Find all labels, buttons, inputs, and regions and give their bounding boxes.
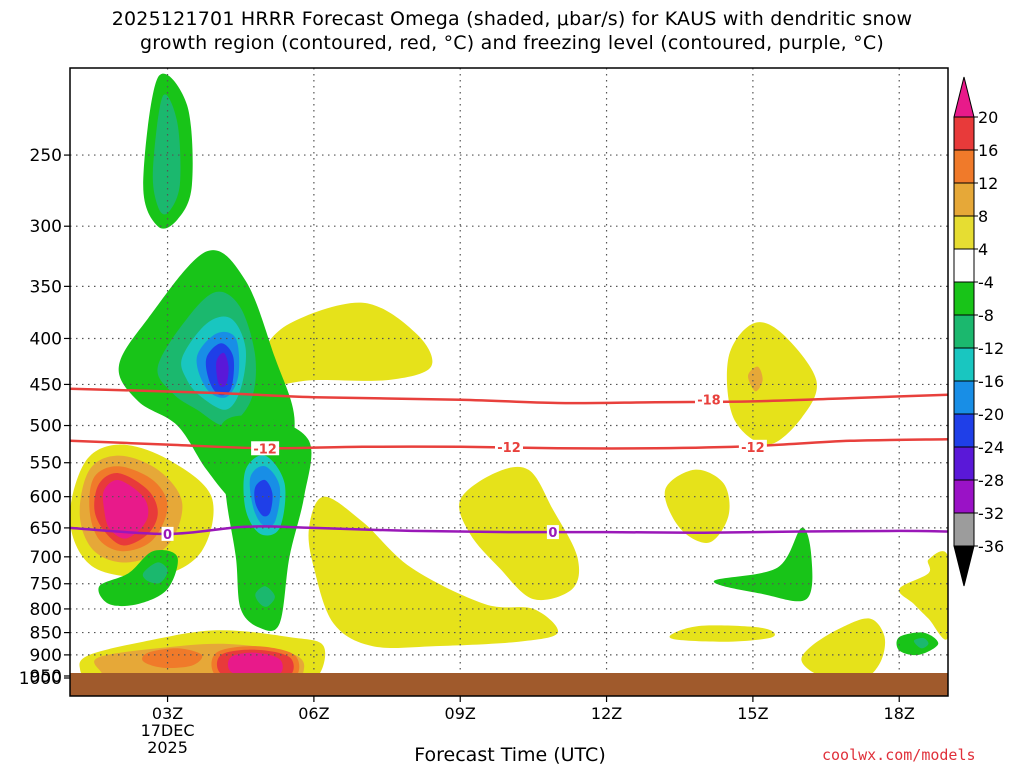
contour-label-bg-3 bbox=[738, 439, 767, 454]
omega-region-positive-7 bbox=[142, 648, 203, 668]
omega-region-negative-35 bbox=[713, 527, 813, 602]
y-tick-label-950: 950 bbox=[30, 667, 62, 687]
y-axis: 2503003504004505005506006507007508008509… bbox=[19, 146, 70, 689]
colorbar-segment-7 bbox=[953, 347, 975, 382]
chart-title-line-1: 2025121701 HRRR Forecast Omega (shaded, … bbox=[111, 8, 913, 30]
omega-region-positive-13 bbox=[459, 466, 580, 601]
y-tick-label-850: 850 bbox=[30, 624, 62, 644]
omega-region-positive-10 bbox=[227, 652, 283, 679]
colorbar-segment-10 bbox=[953, 446, 975, 481]
colorbar-bottom-triangle bbox=[953, 545, 975, 587]
colorbar-label-10: -24 bbox=[978, 438, 1004, 457]
omega-region-positive-17 bbox=[669, 625, 775, 642]
credit-link[interactable]: coolwx.com/models bbox=[822, 746, 976, 764]
colorbar-label-3: 8 bbox=[978, 207, 988, 226]
contour-label-bg-1 bbox=[251, 441, 280, 456]
colorbar-segment-9 bbox=[953, 413, 975, 448]
y-tick-label-650: 650 bbox=[30, 519, 62, 539]
colorbar-label-8: -16 bbox=[978, 372, 1004, 391]
omega-region-negative-32 bbox=[255, 586, 275, 607]
colorbar-label-5: -4 bbox=[978, 273, 994, 292]
omega-region-positive-15 bbox=[726, 322, 817, 445]
colorbar-label-13: -36 bbox=[978, 537, 1004, 556]
x-tick-sublabel-03Z-1: 2025 bbox=[147, 738, 188, 757]
colorbar-segment-1 bbox=[953, 149, 975, 184]
colorbar-top-triangle bbox=[953, 76, 975, 118]
colorbar-segment-2 bbox=[953, 182, 975, 217]
y-tick-label-550: 550 bbox=[30, 454, 62, 474]
omega-region-negative-34 bbox=[142, 562, 168, 584]
colorbar-segment-3 bbox=[953, 215, 975, 250]
colorbar-segment-0 bbox=[953, 116, 975, 151]
colorbar-label-11: -28 bbox=[978, 471, 1004, 490]
x-tick-label-12Z: 12Z bbox=[591, 704, 622, 723]
omega-region-positive-16 bbox=[747, 366, 763, 392]
y-tick-label-450: 450 bbox=[30, 375, 62, 395]
chart-title-line-2: growth region (contoured, red, °C) and f… bbox=[140, 32, 884, 54]
x-tick-label-03Z: 03Z bbox=[152, 704, 183, 723]
contour-line-0-2 bbox=[70, 525, 948, 536]
omega-region-negative-27 bbox=[216, 352, 229, 387]
contour-line-m18-0 bbox=[70, 387, 948, 405]
colorbar-segment-6 bbox=[953, 314, 975, 349]
omega-region-positive-18 bbox=[801, 618, 886, 681]
y-tick-label-500: 500 bbox=[30, 417, 62, 437]
contour-label-bg-4 bbox=[161, 526, 174, 541]
x-tick-sublabel-03Z-0: 17DEC bbox=[141, 721, 195, 740]
omega-region-negative-37 bbox=[913, 637, 929, 649]
contour-label-bg-0 bbox=[694, 392, 723, 407]
omega-region-positive-11 bbox=[257, 302, 433, 386]
y-tick-label-600: 600 bbox=[30, 488, 62, 508]
y-tick-label-800: 800 bbox=[30, 600, 62, 620]
y-tick-label-300: 300 bbox=[30, 217, 62, 237]
contour-layer: -18 -12 -12 -12 0 0 bbox=[70, 387, 948, 543]
omega-region-positive-4 bbox=[102, 479, 149, 539]
colorbar-label-0: 20 bbox=[978, 108, 998, 127]
contour-label-bg-5 bbox=[546, 525, 559, 540]
contour-label-0: -18 bbox=[697, 394, 721, 409]
x-tick-label-09Z: 09Z bbox=[445, 704, 476, 723]
colorbar-label-1: 16 bbox=[978, 141, 998, 160]
colorbar-label-12: -32 bbox=[978, 504, 1004, 523]
x-tick-label-15Z: 15Z bbox=[737, 704, 768, 723]
x-tick-label-06Z: 06Z bbox=[298, 704, 329, 723]
colorbar-label-6: -8 bbox=[978, 306, 994, 325]
omega-region-positive-12 bbox=[308, 496, 559, 648]
x-tick-label-18Z: 18Z bbox=[884, 704, 915, 723]
contour-label-bg-2 bbox=[495, 439, 523, 454]
omega-region-positive-19 bbox=[898, 551, 948, 640]
colorbar-segment-4 bbox=[953, 248, 975, 283]
colorbar: 20 16 12 8 4 -4 -8 -12 -16 -20 -24 -28 -32 -36 bbox=[953, 76, 1004, 587]
y-tick-label-700: 700 bbox=[30, 548, 62, 568]
y-tick-label-400: 400 bbox=[30, 329, 62, 349]
contour-label-4: 0 bbox=[163, 528, 172, 543]
contour-label-5: 0 bbox=[548, 526, 557, 541]
omega-shading-layer bbox=[70, 73, 948, 687]
colorbar-segment-12 bbox=[953, 512, 975, 547]
omega-region-negative-21 bbox=[152, 94, 181, 215]
colorbar-segment-11 bbox=[953, 479, 975, 514]
x-axis-label: Forecast Time (UTC) bbox=[414, 744, 606, 766]
contour-label-2: -12 bbox=[497, 441, 521, 456]
contour-label-1: -12 bbox=[253, 442, 277, 457]
y-tick-label-900: 900 bbox=[30, 646, 62, 666]
colorbar-label-7: -12 bbox=[978, 339, 1004, 358]
colorbar-label-2: 12 bbox=[978, 174, 998, 193]
colorbar-segment-8 bbox=[953, 380, 975, 415]
colorbar-label-4: 4 bbox=[978, 240, 988, 259]
omega-region-positive-14 bbox=[664, 469, 730, 543]
ground-below-surface bbox=[70, 673, 948, 696]
omega-region-negative-31 bbox=[254, 479, 273, 517]
y-tick-label-1000: 1000 bbox=[19, 669, 62, 689]
plot-frame bbox=[69, 67, 949, 697]
colorbar-label-9: -20 bbox=[978, 405, 1004, 424]
colorbar-segment-5 bbox=[953, 281, 975, 316]
y-tick-label-750: 750 bbox=[30, 575, 62, 595]
y-tick-label-350: 350 bbox=[30, 277, 62, 297]
contour-label-3: -12 bbox=[741, 441, 765, 456]
y-tick-label-250: 250 bbox=[30, 146, 62, 166]
